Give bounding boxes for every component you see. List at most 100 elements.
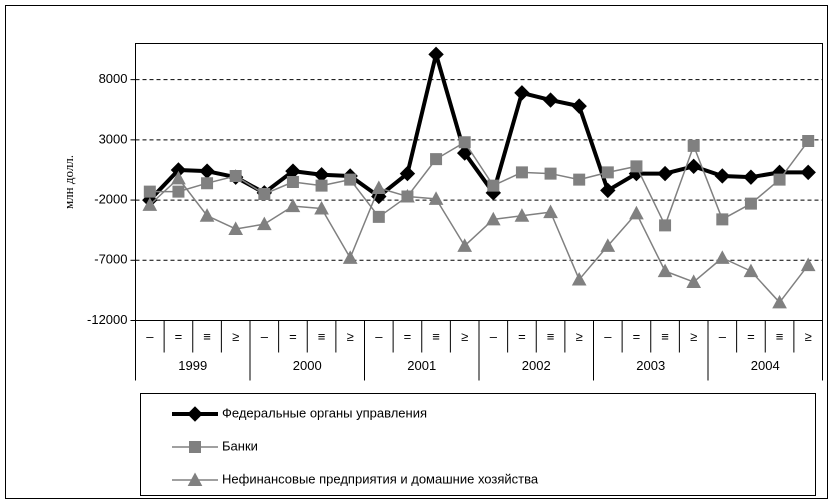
y-tick-label: -2000 (94, 192, 127, 207)
data-point (685, 158, 702, 175)
data-point (487, 179, 500, 192)
legend-marker (187, 406, 203, 422)
x-tick-label: ≡ (203, 329, 211, 344)
data-point (143, 185, 156, 198)
year-label: 2004 (751, 358, 780, 373)
x-tick-label: ≡ (776, 329, 784, 344)
y-tick-label: -7000 (94, 252, 127, 267)
year-label: 2003 (636, 358, 665, 373)
data-point (802, 135, 815, 148)
x-tick-label: – (261, 329, 269, 344)
data-point (228, 221, 244, 235)
x-tick-label: ≥ (805, 329, 812, 344)
data-point (315, 179, 328, 192)
data-point (344, 173, 357, 186)
data-point (371, 180, 387, 195)
x-tick-label: ≡ (547, 329, 555, 344)
data-point (600, 238, 616, 252)
data-point (485, 211, 501, 226)
legend-marker (189, 441, 201, 453)
data-point (456, 145, 473, 161)
data-point (659, 219, 672, 232)
data-point (458, 136, 471, 149)
data-point (342, 250, 358, 264)
data-point (399, 165, 416, 182)
legend-label: Федеральные органы управления (222, 405, 427, 420)
data-point (428, 191, 444, 205)
data-point (430, 153, 443, 166)
x-tick-label: – (490, 329, 498, 344)
data-point (428, 46, 444, 63)
legend-label: Нефинансовые предприятия и домашние хозя… (222, 471, 539, 486)
x-tick-label: ≥ (347, 329, 354, 344)
data-point (630, 160, 643, 173)
data-point (800, 257, 816, 272)
x-tick-label: – (604, 329, 612, 344)
year-label: 2002 (522, 358, 551, 373)
x-tick-label: ≥ (690, 329, 697, 344)
data-point (573, 173, 586, 186)
legend-label: Банки (222, 438, 258, 453)
x-tick-label: ≡ (661, 329, 669, 344)
data-point (543, 204, 558, 219)
data-point (571, 98, 587, 114)
x-tick-label: ≡ (318, 329, 326, 344)
y-tick-label: 8000 (99, 71, 128, 86)
x-tick-label: – (375, 329, 383, 344)
x-tick-label: = (404, 329, 412, 344)
data-point (571, 272, 587, 286)
y-tick-label: 3000 (99, 131, 128, 146)
data-point (773, 173, 786, 186)
data-point (686, 274, 702, 288)
data-point (515, 166, 528, 179)
data-point (171, 170, 186, 185)
data-point (514, 208, 530, 222)
data-point (457, 238, 473, 252)
x-tick-label: = (747, 329, 755, 344)
data-point (743, 169, 759, 185)
x-tick-label: = (175, 329, 183, 344)
data-point (744, 197, 757, 210)
data-point (142, 197, 158, 211)
x-tick-label: = (518, 329, 526, 344)
data-point (201, 177, 214, 190)
data-point (172, 185, 185, 198)
year-label: 1999 (178, 358, 207, 373)
data-point (716, 213, 729, 226)
x-tick-label: ≥ (576, 329, 583, 344)
data-point (544, 167, 557, 180)
data-point (314, 200, 329, 215)
data-point (714, 168, 731, 184)
data-point (285, 198, 301, 213)
series-line (149, 177, 809, 304)
data-point (256, 216, 272, 231)
data-point (400, 188, 415, 203)
y-axis-label: млн долл. (61, 155, 76, 209)
data-point (601, 166, 614, 179)
x-tick-label: = (633, 329, 641, 344)
data-point (600, 182, 616, 199)
data-point (258, 188, 271, 201)
legend-marker (187, 472, 203, 486)
data-point (772, 294, 787, 309)
x-tick-label: – (146, 329, 154, 344)
data-point (629, 205, 644, 220)
x-tick-label: ≡ (432, 329, 440, 344)
data-point (229, 169, 242, 182)
x-tick-label: ≥ (232, 329, 239, 344)
data-point (743, 263, 759, 278)
x-tick-label: ≥ (461, 329, 468, 344)
data-point (286, 176, 299, 188)
data-point (714, 250, 730, 264)
year-label: 2000 (293, 358, 322, 373)
data-point (657, 165, 673, 182)
x-tick-label: = (289, 329, 297, 344)
data-point (199, 208, 215, 222)
data-point (800, 164, 816, 181)
year-label: 2001 (407, 358, 436, 373)
data-point (687, 139, 700, 152)
data-point (372, 210, 385, 223)
data-point (542, 92, 559, 108)
data-point (514, 85, 530, 101)
